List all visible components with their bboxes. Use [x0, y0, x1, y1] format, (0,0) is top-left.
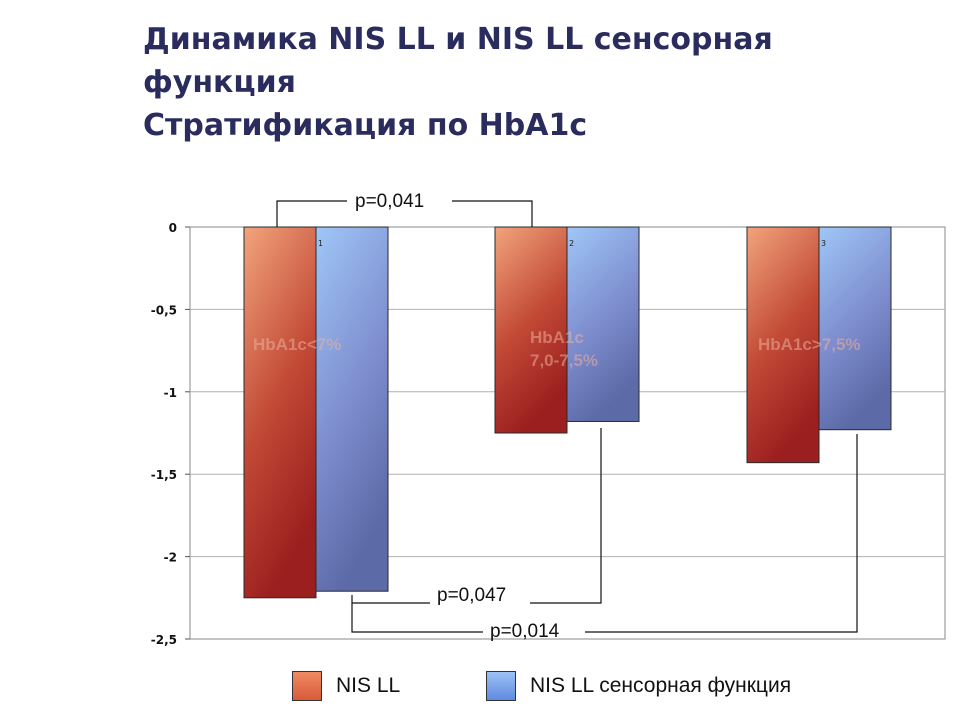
title-line-2: функция	[143, 65, 296, 100]
group-label: HbA1c<7%	[253, 335, 341, 354]
group-label: 7,0-7,5%	[530, 351, 598, 370]
group-label: HbA1c>7,5%	[758, 335, 861, 354]
legend-swatch-red	[292, 671, 322, 701]
y-tick-label: -0,5	[151, 303, 177, 317]
legend-label: NIS LL	[336, 674, 401, 697]
y-tick-label: -2,5	[151, 633, 177, 647]
slide-title: Динамика NIS LL и NIS LL сенсорная функц…	[143, 18, 933, 147]
bar-nis-ll	[746, 226, 820, 464]
x-category-label: 1	[318, 239, 323, 248]
title-line-1: Динамика NIS LL и NIS LL сенсорная	[143, 22, 773, 57]
bar-nis-ll-sensory	[818, 226, 892, 431]
y-tick-label: 0	[169, 221, 177, 235]
bracket-p014-left	[351, 603, 483, 633]
legend-label: NIS LL сенсорная функция	[530, 674, 792, 697]
p-value-label-2: p=0,047	[437, 585, 506, 606]
legend-item-nis-ll: NIS LL	[292, 670, 400, 702]
bracket-p047-right	[530, 428, 602, 604]
y-tick-label: -1,5	[151, 468, 177, 482]
group-label: HbA1c	[530, 328, 584, 347]
p-value-annotations: p=0,041 p=0,047 p=0,014	[355, 191, 560, 642]
bar-nis-ll	[494, 226, 568, 434]
bar-nis-ll-sensory	[566, 226, 640, 422]
y-tick-label: -2	[164, 551, 177, 565]
x-category-label: 3	[821, 239, 826, 248]
x-category-label: 2	[569, 239, 574, 248]
y-tick-label: -1	[164, 386, 177, 400]
bracket-p041-left	[276, 200, 347, 227]
legend-swatch-blue	[486, 671, 516, 701]
bar-nis-ll	[243, 226, 317, 599]
title-line-3: Стратификация по HbA1c	[143, 108, 588, 143]
p-value-label-3: p=0,014	[490, 621, 560, 642]
p-value-label-1: p=0,041	[355, 191, 424, 212]
bar-nis-ll-sensory	[315, 226, 389, 592]
legend-item-nis-ll-sensory: NIS LL сенсорная функция	[486, 670, 791, 702]
bracket-p041-right	[452, 200, 533, 227]
bracket-p014-right	[585, 434, 858, 633]
